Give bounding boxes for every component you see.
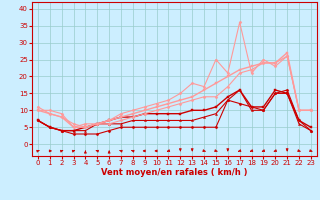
X-axis label: Vent moyen/en rafales ( km/h ): Vent moyen/en rafales ( km/h ) bbox=[101, 168, 248, 177]
